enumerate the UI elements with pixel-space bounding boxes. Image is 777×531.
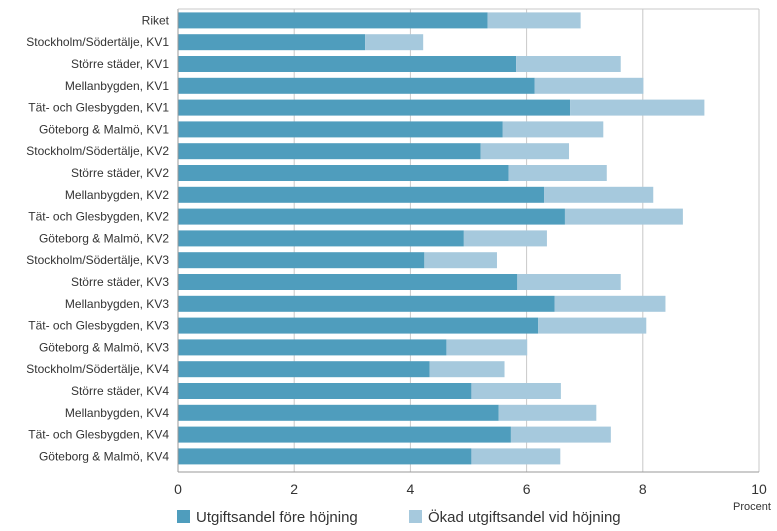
bar-base <box>178 12 488 29</box>
category-label: Göteborg & Malmö, KV2 <box>39 231 169 245</box>
category-label: Riket <box>142 13 170 27</box>
bar-base <box>178 230 464 247</box>
category-label: Mellanbygden, KV4 <box>65 406 169 420</box>
category-label: Stockholm/Södertälje, KV2 <box>26 144 169 158</box>
bar-increase <box>365 34 424 51</box>
x-tick-labels: 0 2 4 6 8 10 <box>174 481 767 497</box>
bar-base <box>178 448 472 465</box>
bar-base <box>178 208 565 225</box>
bar-increase <box>570 99 705 116</box>
x-tick-label: 10 <box>751 481 767 497</box>
bar-increase <box>463 230 547 247</box>
x-tick-label: 0 <box>174 481 182 497</box>
bar-increase <box>510 426 611 443</box>
bar-increase <box>554 295 666 312</box>
bar-increase <box>564 208 683 225</box>
legend-swatch-base <box>177 510 190 523</box>
category-label: Stockholm/Södertälje, KV4 <box>26 362 169 376</box>
bar-increase <box>502 121 604 138</box>
legend-label-increase: Ökad utgiftsandel vid höjning <box>428 508 621 526</box>
category-label: Stockholm/Södertälje, KV3 <box>26 253 169 267</box>
axes <box>177 8 759 473</box>
bar-increase <box>471 383 561 399</box>
x-tick-label: 4 <box>407 481 415 497</box>
bar-base <box>178 383 472 399</box>
bar-increase <box>487 12 581 29</box>
category-label: Mellanbygden, KV3 <box>65 297 169 311</box>
bar-increase <box>516 56 621 72</box>
category-label: Tät- och Glesbygden, KV4 <box>28 428 169 442</box>
category-labels: Riket Stockholm/Södertälje, KV1 Större stä… <box>26 13 169 463</box>
bar-base <box>178 143 481 160</box>
bars <box>178 12 705 465</box>
bar-increase <box>544 186 654 203</box>
category-label: Större städer, KV2 <box>71 166 169 180</box>
bar-base <box>178 426 511 443</box>
bar-base <box>178 186 545 203</box>
bar-increase <box>508 165 607 181</box>
bar-base <box>178 34 366 51</box>
bar-base <box>178 361 430 378</box>
bar-base <box>178 339 447 356</box>
x-unit-label: Procent <box>733 501 771 513</box>
bar-increase <box>498 404 597 421</box>
bar-base <box>178 99 571 116</box>
bar-base <box>178 165 509 181</box>
category-label: Göteborg & Malmö, KV4 <box>39 449 169 463</box>
bar-increase <box>446 339 528 356</box>
bar-base <box>178 56 517 72</box>
bar-base <box>178 77 535 94</box>
x-tick-label: 6 <box>523 481 531 497</box>
category-label: Mellanbygden, KV1 <box>65 79 169 93</box>
legend-label-base: Utgiftsandel före höjning <box>196 509 358 526</box>
category-label: Tät- och Glesbygden, KV2 <box>28 210 169 224</box>
category-label: Tät- och Glesbygden, KV1 <box>28 101 169 115</box>
category-label: Större städer, KV4 <box>71 384 169 398</box>
bar-base <box>178 317 539 334</box>
legend: Utgiftsandel före höjning Ökad utgiftsand… <box>177 508 621 526</box>
legend-swatch-increase <box>409 510 422 523</box>
bar-base <box>178 252 425 269</box>
category-label: Göteborg & Malmö, KV1 <box>39 122 169 136</box>
category-label: Stockholm/Södertälje, KV1 <box>26 35 169 49</box>
bar-increase <box>471 448 561 465</box>
category-label: Större städer, KV1 <box>71 57 169 71</box>
bar-base <box>178 404 499 421</box>
bar-increase <box>534 77 644 94</box>
bar-increase <box>517 274 621 290</box>
bar-base <box>178 121 503 138</box>
bar-increase <box>429 361 505 378</box>
x-tick-label: 8 <box>639 481 647 497</box>
category-label: Större städer, KV3 <box>71 275 169 289</box>
category-label: Mellanbygden, KV2 <box>65 188 169 202</box>
category-label: Göteborg & Malmö, KV3 <box>39 340 169 354</box>
bar-increase <box>538 317 647 334</box>
bar-base <box>178 295 555 312</box>
bar-increase <box>480 143 570 160</box>
category-label: Tät- och Glesbygden, KV3 <box>28 319 169 333</box>
bar-increase <box>424 252 497 269</box>
x-tick-label: 2 <box>290 481 298 497</box>
bar-base <box>178 274 518 290</box>
